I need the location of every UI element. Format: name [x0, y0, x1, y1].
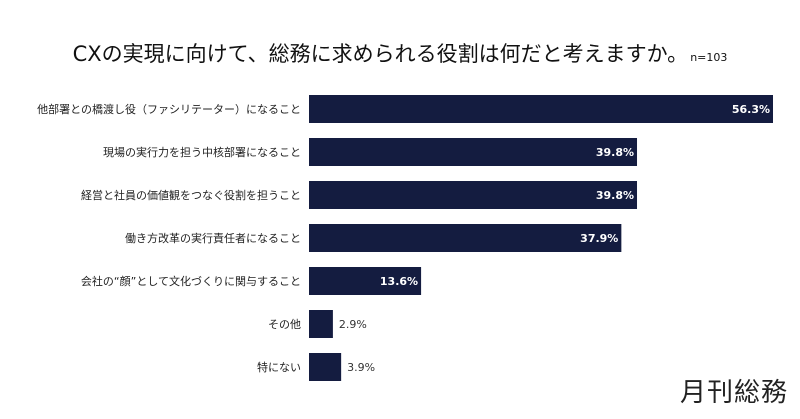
value-label: 37.9% [580, 232, 618, 245]
value-label: 13.6% [380, 275, 418, 288]
category-label: 特にない [257, 360, 301, 374]
value-label: 56.3% [732, 103, 770, 116]
bar [309, 181, 638, 209]
value-label: 39.8% [596, 189, 634, 202]
category-label: 他部署との橋渡し役（ファシリテーター）になること [37, 102, 301, 116]
category-label: 現場の実行力を担う中核部署になること [103, 145, 301, 159]
logo: 月刊総務 [679, 378, 788, 408]
bar [309, 138, 638, 166]
title-text: CXの実現に向けて、総務に求められる役割は何だと考えますか。 [72, 42, 689, 66]
bar [309, 353, 342, 381]
category-label: 経営と社員の価値観をつなぐ役割を担うこと [81, 188, 301, 202]
value-label: 3.9% [347, 361, 375, 374]
category-label: 働き方改革の実行責任者になること [125, 231, 301, 245]
bar [309, 95, 773, 123]
chart-title: CXの実現に向けて、総務に求められる役割は何だと考えますか。 n=103 [0, 38, 800, 68]
value-label: 2.9% [339, 318, 367, 331]
bar [309, 310, 333, 338]
sample-size: n=103 [690, 51, 728, 64]
value-label: 39.8% [596, 146, 634, 159]
category-label: 会社の“顔”として文化づくりに関与すること [81, 274, 301, 288]
bar [309, 224, 622, 252]
bar [309, 267, 422, 295]
category-label: その他 [268, 318, 301, 331]
